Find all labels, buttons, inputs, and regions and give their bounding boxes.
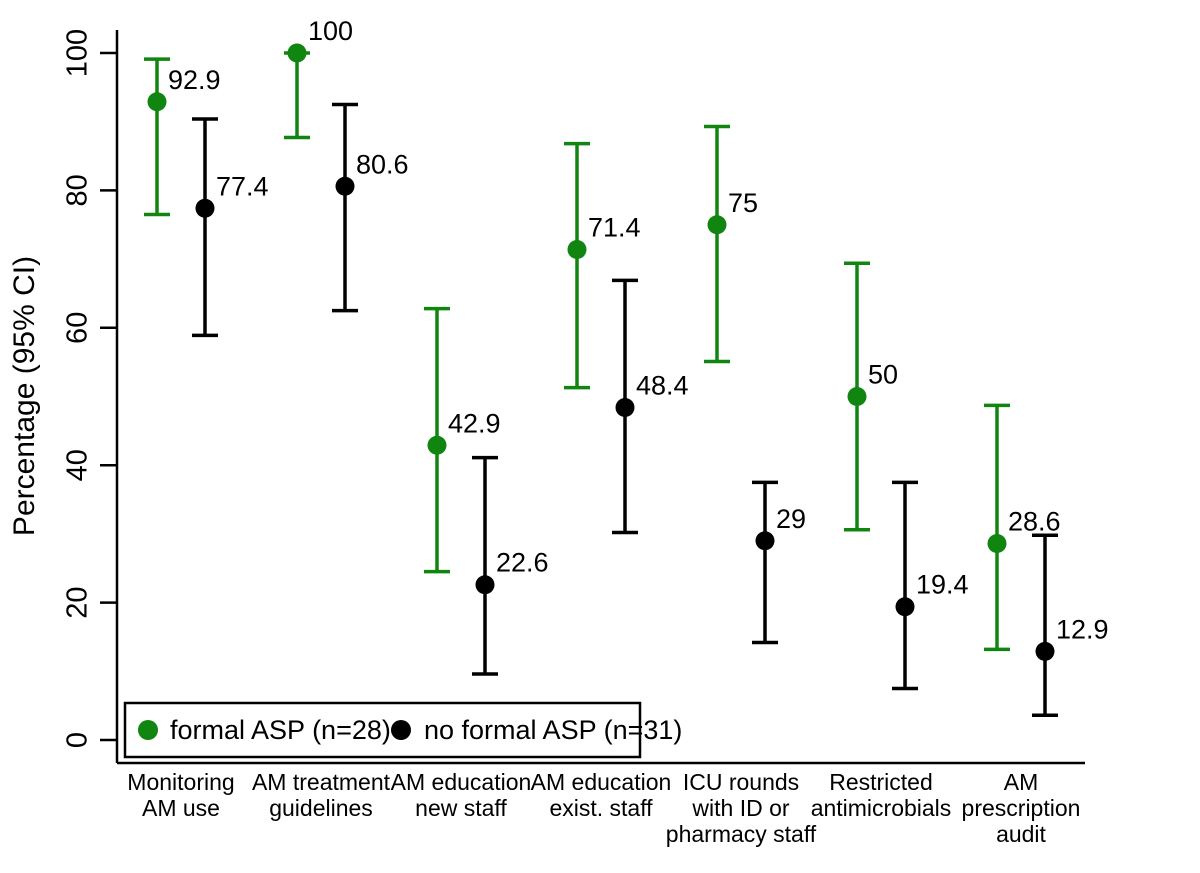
- legend-label-formal-asp: formal ASP (n=28): [170, 715, 391, 745]
- data-point: [567, 239, 587, 259]
- data-point-label: 19.4: [916, 570, 969, 600]
- data-point-label: 77.4: [216, 171, 269, 201]
- y-tick-label: 20: [62, 586, 94, 618]
- y-tick-label: 100: [62, 29, 94, 77]
- data-point: [335, 176, 355, 196]
- x-category-label: Monitoring AM use: [127, 769, 234, 821]
- data-point: [987, 534, 1007, 554]
- y-tick-label: 80: [62, 174, 94, 206]
- x-category-label: ICU rounds with ID or pharmacy staff: [666, 769, 817, 847]
- data-point: [615, 397, 635, 417]
- data-point-label: 50: [868, 360, 898, 390]
- data-point-label: 75: [728, 188, 758, 218]
- data-point: [1035, 641, 1055, 661]
- legend-box: [123, 701, 642, 759]
- data-point: [475, 575, 495, 595]
- x-category-label: AM education exist. staff: [531, 769, 672, 821]
- y-axis-title: Percentage (95% CI): [8, 256, 41, 536]
- legend-label-no-formal-asp: no formal ASP (n=31): [424, 715, 682, 745]
- data-point-label: 71.4: [588, 212, 641, 242]
- legend-marker-formal-asp: [138, 720, 158, 740]
- x-category-label: AM prescription audit: [962, 769, 1081, 847]
- data-point: [427, 435, 447, 455]
- data-point: [707, 215, 727, 235]
- data-point: [195, 198, 215, 218]
- data-point-label: 80.6: [356, 149, 409, 179]
- data-point: [755, 531, 775, 551]
- data-point-label: 48.4: [636, 370, 689, 400]
- x-category-label: AM treatment guidelines: [252, 769, 391, 821]
- data-point-label: 100: [308, 16, 353, 46]
- data-point: [847, 387, 867, 406]
- data-point-label: 42.9: [448, 408, 501, 438]
- x-category-label: AM education new staff: [391, 769, 532, 821]
- y-tick-label: 0: [62, 732, 94, 748]
- data-point: [147, 92, 167, 112]
- y-tick-label: 40: [62, 449, 94, 481]
- y-tick-label: 60: [62, 312, 94, 344]
- data-point: [287, 43, 307, 63]
- data-point: [895, 597, 915, 617]
- legend: formal ASP (n=28) no formal ASP (n=31): [123, 701, 682, 759]
- data-point-label: 92.9: [168, 65, 221, 95]
- legend-marker-no-formal-asp: [391, 720, 411, 740]
- data-point-label: 28.6: [1008, 507, 1061, 537]
- data-point-label: 29: [776, 504, 806, 534]
- data-point-label: 12.9: [1056, 614, 1109, 644]
- data-point-label: 22.6: [496, 548, 549, 578]
- x-category-label: Restricted antimicrobials: [811, 769, 952, 821]
